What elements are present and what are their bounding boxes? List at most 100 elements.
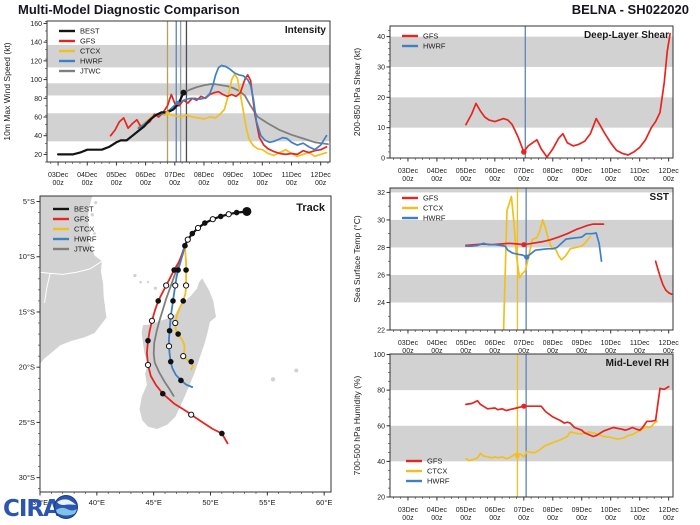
data-dot bbox=[180, 89, 187, 96]
x-tick-sublabel: 00z bbox=[518, 348, 530, 355]
x-tick-label: 05Dec bbox=[456, 507, 477, 514]
island bbox=[133, 273, 137, 278]
data-dot bbox=[521, 242, 527, 248]
series-line-CTCX bbox=[465, 420, 658, 462]
track-marker-BEST bbox=[202, 220, 208, 226]
track-marker-GFS bbox=[148, 317, 156, 324]
legend-label-CTCX: CTCX bbox=[427, 467, 447, 476]
track-marker-CTCX bbox=[180, 353, 187, 360]
track-marker-BEST bbox=[182, 242, 188, 249]
y-tick-label: 20 bbox=[377, 95, 385, 102]
data-dot bbox=[521, 149, 527, 155]
x-tick-label: 12Dec bbox=[659, 168, 680, 175]
cira-logo-text: CIRA bbox=[3, 495, 61, 522]
x-tick-label: 03Dec bbox=[48, 172, 69, 179]
x-tick-sublabel: 00z bbox=[431, 176, 443, 183]
island bbox=[153, 286, 157, 290]
lat-tick-label: 30°S bbox=[19, 473, 35, 482]
x-tick-sublabel: 00z bbox=[576, 176, 588, 183]
x-tick-sublabel: 00z bbox=[663, 176, 675, 183]
x-tick-label: 07Dec bbox=[514, 507, 535, 514]
x-tick-sublabel: 00z bbox=[576, 348, 588, 355]
x-tick-label: 08Dec bbox=[543, 340, 564, 347]
x-tick-label: 12Dec bbox=[659, 507, 680, 514]
deep-layer-shear-chart: 03Dec00z04Dec00z05Dec00z06Dec00z07Dec00z… bbox=[352, 25, 680, 183]
y-tick-label: 30 bbox=[377, 217, 385, 224]
legend-label-GFS: GFS bbox=[423, 194, 438, 203]
legend-label-GFS: GFS bbox=[427, 457, 442, 466]
x-tick-sublabel: 00z bbox=[547, 515, 559, 522]
y-tick-label: 28 bbox=[377, 245, 385, 252]
legend-label-CTCX: CTCX bbox=[74, 225, 94, 234]
lon-tick-label: 35°E bbox=[32, 498, 48, 507]
x-tick-sublabel: 00z bbox=[460, 515, 472, 522]
legend-label-HWRF: HWRF bbox=[423, 214, 446, 223]
x-tick-label: 11Dec bbox=[630, 168, 650, 175]
track-marker-HWRF bbox=[175, 267, 181, 273]
x-tick-label: 08Dec bbox=[543, 168, 564, 175]
cira-globe-icon bbox=[53, 494, 79, 525]
legend-label-CTCX: CTCX bbox=[80, 47, 100, 56]
x-tick-sublabel: 00z bbox=[402, 515, 414, 522]
x-tick-sublabel: 00z bbox=[315, 180, 327, 187]
series-line-HWRF bbox=[465, 232, 603, 263]
island bbox=[94, 201, 98, 205]
map-border bbox=[39, 195, 332, 493]
category-band bbox=[47, 44, 330, 68]
data-dot bbox=[521, 403, 527, 409]
x-tick-label: 07Dec bbox=[165, 172, 186, 179]
x-tick-label: 11Dec bbox=[630, 340, 650, 347]
track-marker-CTCX bbox=[188, 358, 194, 365]
track-marker-BEST bbox=[189, 230, 196, 237]
lon-tick-label: 55°E bbox=[259, 498, 275, 507]
series-line-GFS bbox=[465, 385, 670, 438]
landmass bbox=[139, 278, 216, 429]
x-tick-sublabel: 00z bbox=[286, 180, 298, 187]
x-tick-label: 08Dec bbox=[543, 507, 564, 514]
y-tick-label: 20 bbox=[377, 495, 385, 502]
data-dot bbox=[524, 254, 530, 260]
x-tick-label: 07Dec bbox=[514, 168, 535, 175]
track-marker-CTCX bbox=[183, 267, 189, 273]
x-tick-label: 04Dec bbox=[427, 340, 448, 347]
track-marker-HWRF bbox=[167, 358, 174, 365]
x-tick-label: 09Dec bbox=[572, 340, 593, 347]
legend-label-JTWC: JTWC bbox=[74, 245, 95, 254]
x-tick-label: 05Dec bbox=[456, 340, 477, 347]
x-tick-label: 10Dec bbox=[601, 340, 622, 347]
track-marker-CTCX bbox=[172, 319, 179, 327]
legend-label-CTCX: CTCX bbox=[423, 204, 443, 213]
x-tick-label: 10Dec bbox=[601, 168, 622, 175]
x-tick-label: 06Dec bbox=[485, 340, 506, 347]
x-tick-sublabel: 00z bbox=[460, 348, 472, 355]
x-tick-label: 09Dec bbox=[223, 172, 244, 179]
legend-label-GFS: GFS bbox=[80, 37, 95, 46]
track-marker-BEST bbox=[217, 213, 224, 220]
lat-tick-label: 25°S bbox=[19, 418, 35, 427]
series-line-GFS bbox=[465, 32, 671, 158]
x-tick-label: 03Dec bbox=[398, 340, 419, 347]
y-tick-label: 0 bbox=[381, 156, 385, 163]
y-tick-label: 60 bbox=[34, 114, 42, 121]
track-marker-HWRF bbox=[172, 282, 179, 289]
track-marker-GFS bbox=[144, 361, 152, 369]
x-tick-label: 05Dec bbox=[106, 172, 127, 179]
y-tick-label: 30 bbox=[377, 64, 385, 71]
track-marker-HWRF bbox=[178, 377, 184, 384]
data-dot bbox=[165, 111, 170, 116]
x-tick-label: 12Dec bbox=[659, 340, 680, 347]
lat-tick-label: 20°S bbox=[19, 363, 35, 372]
lon-tick-label: 45°E bbox=[145, 498, 161, 507]
track-map-chart: 35°E 40°E 45°E 50°E 55°E 60°E 5°S 10°S 15°S 20°S 2… bbox=[19, 195, 332, 507]
x-tick-label: 09Dec bbox=[572, 168, 593, 175]
x-tick-sublabel: 00z bbox=[257, 180, 269, 187]
x-tick-label: 04Dec bbox=[427, 507, 448, 514]
plot-border bbox=[389, 25, 674, 159]
x-tick-label: 10Dec bbox=[601, 507, 622, 514]
intensity-chart: 03Dec00z04Dec00z05Dec00z06Dec00z07Dec00z… bbox=[2, 20, 331, 187]
x-tick-sublabel: 00z bbox=[460, 176, 472, 183]
island bbox=[294, 368, 299, 373]
